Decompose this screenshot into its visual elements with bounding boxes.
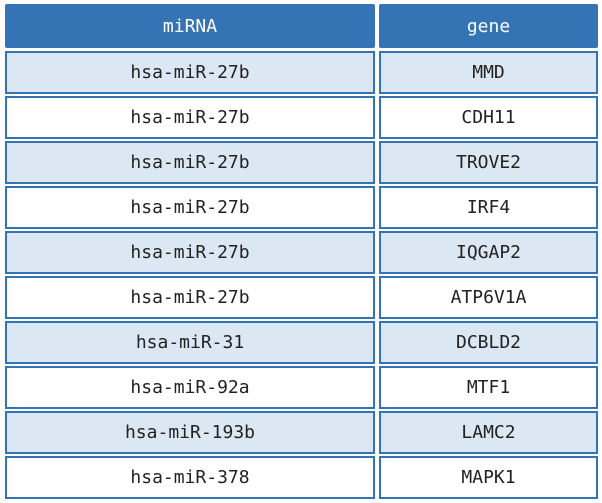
table-cell: MAPK1 [379, 456, 598, 499]
table-cell: LAMC2 [379, 411, 598, 454]
table-cell: ATP6V1A [379, 276, 598, 319]
table-cell: hsa-miR-27b [5, 186, 375, 229]
table-cell: hsa-miR-31 [5, 321, 375, 364]
header-cell: miRNA [5, 4, 375, 48]
table-cell: CDH11 [379, 96, 598, 139]
table-cell: hsa-miR-378 [5, 456, 375, 499]
table-cell: IRF4 [379, 186, 598, 229]
table-cell: hsa-miR-92a [5, 366, 375, 409]
header-cell: gene [379, 4, 598, 48]
table-cell: hsa-miR-27b [5, 276, 375, 319]
table-cell: hsa-miR-27b [5, 51, 375, 94]
table-cell: DCBLD2 [379, 321, 598, 364]
table-cell: IQGAP2 [379, 231, 598, 274]
table-cell: MTF1 [379, 366, 598, 409]
table-cell: hsa-miR-27b [5, 141, 375, 184]
table-cell: hsa-miR-193b [5, 411, 375, 454]
table-cell: TROVE2 [379, 141, 598, 184]
table-cell: hsa-miR-27b [5, 96, 375, 139]
table-cell: hsa-miR-27b [5, 231, 375, 274]
table-cell: MMD [379, 51, 598, 94]
